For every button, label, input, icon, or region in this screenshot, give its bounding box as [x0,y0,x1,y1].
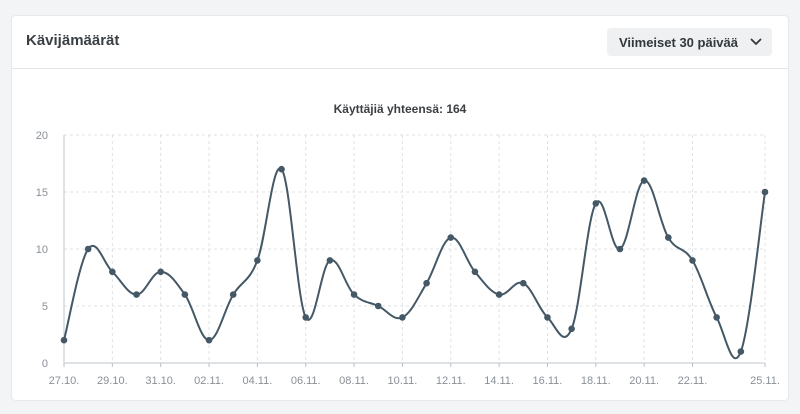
data-point-12.11.[interactable] [447,234,455,241]
x-tick-labels: 27.10. 29.10. 31.10. 02.11. 04.11. 06.11. 08.1… [49,375,780,387]
x-tick-label: 25.11. [750,375,780,387]
x-tick-label: 20.11. [629,375,659,387]
data-point-24.11.[interactable] [737,348,745,355]
y-tick-label: 10 [36,244,48,256]
x-tick-label: 18.11. [581,375,611,387]
data-point-27.10.[interactable] [60,336,68,344]
data-point-09.11.[interactable] [374,302,382,310]
data-point-11.11.[interactable] [423,279,430,287]
y-tick-label: 15 [36,187,48,199]
x-tick-label: 16.11. [533,375,563,387]
series-line [63,167,766,360]
date-range-label: Viimeiset 30 päivää [618,34,738,50]
data-point-28.10.[interactable] [84,245,92,253]
x-tick-label: 04.11. [242,375,272,387]
data-point-31.10.[interactable] [157,268,164,276]
y-tick-label: 20 [36,130,48,142]
x-tick-label: 27.10. [49,375,80,387]
x-tick-label: 02.11. [194,375,224,387]
data-point-21.11.[interactable] [665,234,672,241]
data-point-02.11.[interactable] [205,336,213,344]
x-tick-label: 14.11. [484,375,514,387]
y-tick-labels: 0 5 10 15 20 [36,130,48,370]
x-tick-label: 08.11. [339,375,369,387]
data-point-08.11.[interactable] [350,291,358,298]
grid-lines [64,134,766,363]
data-point-10.11.[interactable] [399,314,406,321]
y-tick-label: 5 [42,301,48,313]
x-tick-label: 10.11. [388,375,418,387]
chart-area: Käyttäjiä yhteensä: 164 0 5 10 15 20 27.10. 2… [12,69,788,400]
visitors-card: Kävijämäärät Viimeiset 30 päivää Käyttäj… [12,16,788,400]
data-point-14.11.[interactable] [495,291,503,298]
data-point-18.11.[interactable] [592,200,600,207]
x-tick-label: 22.11. [678,375,708,387]
data-point-15.11.[interactable] [519,279,527,287]
chevron-down-icon [750,38,762,45]
data-point-30.10.[interactable] [133,291,140,298]
x-tick-label: 12.11. [436,375,466,387]
x-tick-label: 29.10. [97,375,128,387]
data-point-23.11.[interactable] [713,314,720,321]
data-point-05.11.[interactable] [278,165,285,173]
data-point-03.11.[interactable] [229,291,237,298]
series-layer [63,167,766,360]
data-point-01.11.[interactable] [181,291,189,298]
data-point-07.11.[interactable] [326,257,334,264]
data-point-04.11.[interactable] [254,257,261,264]
axes [63,135,766,367]
data-point-20.11.[interactable] [640,177,648,184]
data-point-17.11.[interactable] [568,325,575,333]
data-point-13.11.[interactable] [471,268,479,276]
data-points [60,165,769,355]
y-tick-label: 0 [42,358,48,370]
data-point-16.11.[interactable] [544,314,551,321]
x-tick-label: 31.10. [145,375,176,387]
data-point-29.10.[interactable] [109,268,116,276]
data-point-22.11.[interactable] [689,257,696,264]
data-point-06.11.[interactable] [302,314,310,321]
card-header: Kävijämäärät Viimeiset 30 päivää [12,16,788,69]
date-range-dropdown[interactable]: Viimeiset 30 päivää [606,28,772,56]
data-point-25.11.[interactable] [761,188,769,196]
x-tick-label: 06.11. [291,375,321,387]
chart-title: Käyttäjiä yhteensä: 164 [334,102,467,116]
card-title: Kävijämäärät [26,32,120,49]
data-point-19.11.[interactable] [616,245,624,253]
